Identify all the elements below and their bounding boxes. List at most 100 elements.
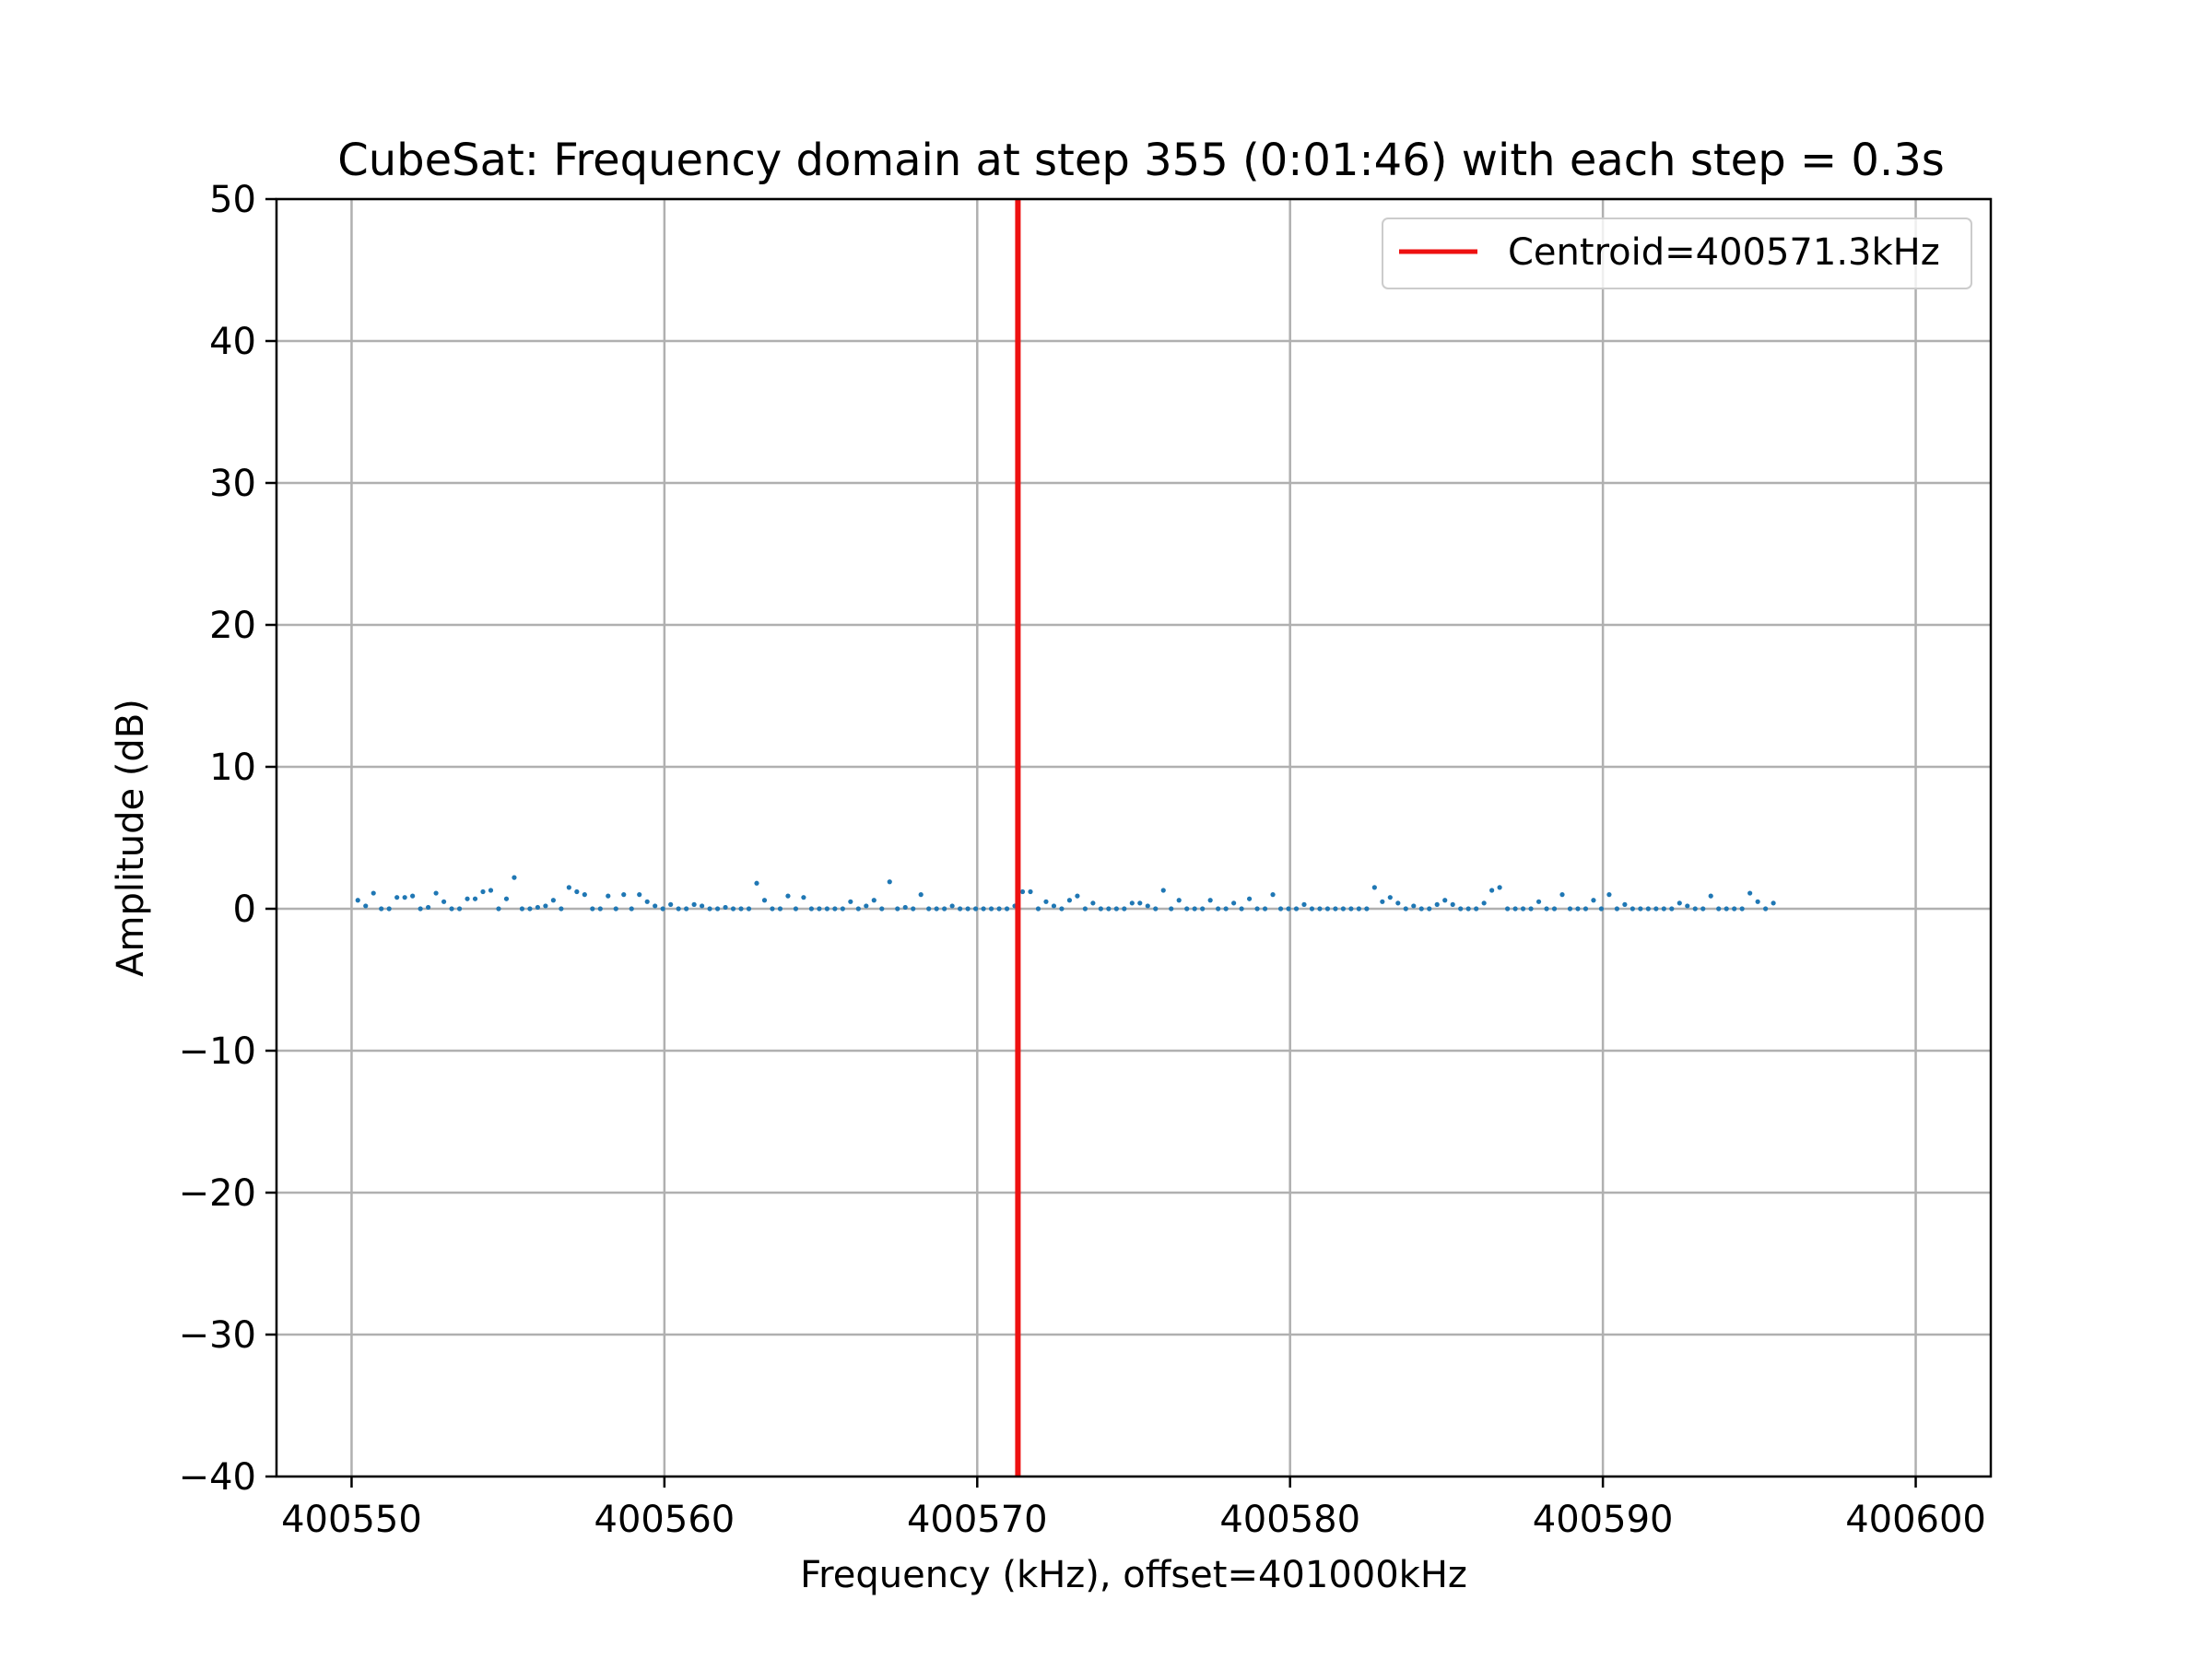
data-point xyxy=(1606,892,1612,898)
data-point xyxy=(418,906,423,912)
data-point xyxy=(394,895,400,900)
data-point xyxy=(1544,906,1549,912)
data-point xyxy=(1270,892,1276,898)
data-point xyxy=(1137,900,1143,906)
data-point xyxy=(972,906,979,912)
data-point xyxy=(668,901,674,907)
data-point xyxy=(1692,906,1698,912)
data-point xyxy=(535,904,541,911)
x-tick-label: 400580 xyxy=(1219,1499,1360,1541)
data-point xyxy=(1122,906,1127,912)
data-point xyxy=(543,903,548,909)
data-point xyxy=(864,903,869,909)
data-point xyxy=(958,906,963,912)
data-point xyxy=(770,906,775,912)
data-point xyxy=(1708,893,1713,899)
y-tick-label: 10 xyxy=(209,747,256,789)
data-point xyxy=(879,906,885,912)
data-point xyxy=(1019,888,1026,895)
data-point xyxy=(848,899,853,904)
data-point xyxy=(1450,901,1455,907)
data-point xyxy=(1059,906,1065,912)
data-point xyxy=(1497,885,1502,890)
data-point xyxy=(386,906,392,912)
data-point xyxy=(981,906,986,912)
data-point xyxy=(676,906,681,912)
data-point xyxy=(637,892,642,898)
data-point xyxy=(1254,906,1260,912)
data-point xyxy=(1348,906,1354,912)
y-tick-label: 0 xyxy=(233,888,256,931)
data-point xyxy=(1028,888,1033,895)
data-point xyxy=(1231,900,1237,906)
data-point xyxy=(911,906,916,912)
data-point xyxy=(1505,906,1511,912)
data-point xyxy=(1591,898,1596,903)
data-point xyxy=(597,906,603,912)
data-point xyxy=(1434,901,1440,907)
data-point xyxy=(1685,903,1690,909)
data-point xyxy=(1583,906,1589,912)
data-point xyxy=(902,904,908,911)
x-tick-label: 400590 xyxy=(1533,1499,1674,1541)
data-point xyxy=(1739,906,1745,912)
data-point xyxy=(519,906,525,912)
data-point xyxy=(1442,898,1448,903)
data-point xyxy=(441,899,447,904)
data-points xyxy=(355,875,1776,912)
x-axis-ticks: 400550 400560 400570 400580 400590 400600 xyxy=(281,1477,1986,1541)
data-point xyxy=(1411,903,1417,909)
data-point xyxy=(1395,900,1401,906)
data-point xyxy=(1340,906,1347,912)
x-axis-title: Frequency (kHz), offset=401000kHz xyxy=(800,1554,1467,1596)
data-point xyxy=(1262,906,1268,912)
x-tick-label: 400550 xyxy=(281,1499,422,1541)
data-point xyxy=(1638,906,1643,912)
legend: Centroid=400571.3kHz xyxy=(1382,218,1972,289)
data-point xyxy=(934,906,939,912)
data-point xyxy=(465,896,470,901)
data-point xyxy=(363,903,369,909)
data-point xyxy=(887,879,892,885)
y-tick-label: 40 xyxy=(209,321,256,363)
data-point xyxy=(644,899,650,904)
data-point xyxy=(801,895,806,900)
data-point xyxy=(1598,906,1605,912)
y-tick-label: −30 xyxy=(179,1314,256,1357)
data-point xyxy=(488,888,494,893)
data-point xyxy=(785,893,791,899)
data-point xyxy=(1184,906,1190,912)
data-point xyxy=(613,906,618,912)
data-point xyxy=(1309,906,1315,912)
data-point xyxy=(730,906,736,912)
data-point xyxy=(1645,906,1651,912)
data-point xyxy=(566,885,571,890)
x-tick-label: 400560 xyxy=(594,1499,735,1541)
data-point xyxy=(1763,906,1769,912)
data-point xyxy=(503,896,510,901)
data-point xyxy=(1622,901,1628,907)
data-point xyxy=(472,896,478,901)
data-point xyxy=(456,906,463,912)
legend-centroid-label: Centroid=400571.3kHz xyxy=(1508,231,1940,274)
data-point xyxy=(1035,906,1041,912)
data-point xyxy=(496,906,501,912)
data-point xyxy=(1528,906,1534,912)
data-point xyxy=(1418,906,1424,912)
data-point xyxy=(1732,906,1737,912)
data-point xyxy=(1277,906,1284,912)
data-point xyxy=(942,906,947,912)
data-point xyxy=(512,875,517,880)
data-point xyxy=(1192,906,1197,912)
data-point xyxy=(1551,906,1558,912)
data-point xyxy=(1387,895,1393,900)
data-point xyxy=(1169,906,1174,912)
data-point xyxy=(629,906,634,912)
data-point xyxy=(754,880,759,886)
data-point xyxy=(793,906,799,912)
data-point xyxy=(1004,906,1010,912)
data-point xyxy=(1653,906,1659,912)
data-point xyxy=(714,906,721,912)
data-point xyxy=(1106,906,1112,912)
data-point xyxy=(426,904,431,911)
